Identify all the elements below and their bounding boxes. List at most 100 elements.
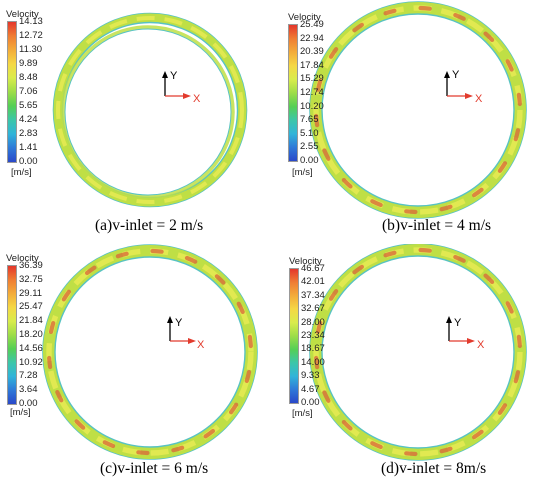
velocity-ring bbox=[309, 1, 527, 219]
velocity-hot-spot bbox=[516, 334, 522, 349]
colorbar-tick-label: 2.83 bbox=[19, 128, 38, 139]
colorbar-tick-label: 4.67 bbox=[301, 383, 320, 395]
velocity-hot-spot bbox=[228, 402, 239, 415]
ring-secondary-edge bbox=[64, 28, 232, 196]
velocity-hot-spot bbox=[322, 390, 331, 403]
x-arrowhead-icon bbox=[465, 93, 473, 99]
colorbar-tick-label: 46.67 bbox=[301, 263, 325, 274]
velocity-hot-spot bbox=[483, 273, 495, 285]
y-arrowhead-icon bbox=[444, 71, 450, 78]
velocity-hot-spot bbox=[55, 389, 64, 403]
ring-core bbox=[313, 5, 523, 215]
colorbar bbox=[288, 24, 298, 162]
colorbar-tick-label: 18.67 bbox=[301, 343, 325, 355]
velocity-hot-spot bbox=[247, 334, 253, 349]
colorbar-title: Velocity bbox=[6, 9, 39, 20]
velocity-hot-spot bbox=[516, 92, 522, 107]
velocity-hot-spot bbox=[472, 187, 484, 198]
velocity-hot-spot bbox=[314, 113, 320, 128]
colorbar-tick-label: 37.34 bbox=[301, 289, 325, 301]
velocity-hot-spot bbox=[472, 429, 484, 440]
ring-core bbox=[313, 247, 523, 457]
velocity-hot-spot bbox=[150, 248, 164, 254]
velocity-hot-spot bbox=[497, 161, 508, 173]
velocity-hot-spot bbox=[341, 419, 353, 431]
y-axis-label: Y bbox=[170, 70, 178, 82]
colorbar-tick-label: 1.41 bbox=[19, 142, 38, 153]
colorbar-unit: [m/s] bbox=[11, 167, 32, 178]
velocity-hot-spot bbox=[214, 274, 226, 285]
x-axis-label: X bbox=[197, 339, 205, 351]
velocity-hot-spot bbox=[418, 5, 432, 11]
velocity-hot-spot bbox=[439, 446, 453, 454]
colorbar-title: Velocity bbox=[289, 256, 322, 267]
colorbar-unit: [m/s] bbox=[292, 167, 313, 178]
colorbar-tick-label: 4.24 bbox=[19, 114, 38, 125]
velocity-hot-spot bbox=[102, 440, 116, 449]
velocity-ring bbox=[52, 12, 248, 208]
velocity-hot-spot bbox=[513, 128, 521, 142]
velocity-ring bbox=[309, 244, 527, 461]
x-axis-label: X bbox=[477, 339, 485, 351]
velocity-hot-spot bbox=[439, 204, 453, 212]
colorbar-title: Velocity bbox=[6, 253, 39, 264]
velocity-hot-spot bbox=[236, 301, 245, 315]
y-arrowhead-icon bbox=[167, 316, 173, 323]
velocity-hot-spot bbox=[453, 12, 466, 21]
colorbar-tick-label: 32.67 bbox=[301, 303, 325, 315]
x-arrowhead-icon bbox=[188, 338, 196, 344]
colorbar-tick-label: 10.20 bbox=[300, 100, 324, 112]
colorbar bbox=[289, 268, 299, 404]
velocity-hot-spot bbox=[383, 250, 397, 258]
colorbar bbox=[7, 21, 17, 163]
colorbar-tick-label: 42.01 bbox=[301, 276, 325, 288]
velocity-hot-spot bbox=[244, 369, 252, 383]
velocity-hot-spot bbox=[341, 177, 353, 189]
velocity-hot-spot bbox=[418, 247, 432, 253]
colorbar-tick-label: 0.00 bbox=[19, 398, 38, 409]
ring-core bbox=[55, 15, 245, 205]
colorbar-tick-label: 14.00 bbox=[301, 356, 325, 368]
y-axis-label: Y bbox=[175, 317, 183, 329]
colorbar-unit: [m/s] bbox=[10, 407, 31, 418]
velocity-hot-spot bbox=[48, 321, 56, 335]
ring-inner-edge bbox=[54, 256, 246, 448]
colorbar-tick-label: 29.11 bbox=[19, 287, 43, 299]
velocity-hot-spot bbox=[352, 264, 364, 275]
colorbar-tick-label: 2.55 bbox=[300, 141, 319, 153]
caption-a: (a)v-inlet = 2 m/s bbox=[95, 217, 204, 234]
velocity-hot-spot bbox=[328, 47, 339, 59]
velocity-hot-spot bbox=[453, 254, 466, 263]
y-axis-label: Y bbox=[454, 317, 462, 329]
x-axis-label: X bbox=[193, 93, 201, 105]
colorbar-title: Velocity bbox=[288, 12, 321, 23]
velocity-hot-spot bbox=[171, 445, 185, 453]
caption-d: (d)v-inlet = 8m/s bbox=[381, 460, 487, 477]
colorbar-tick-label: 12.72 bbox=[19, 30, 43, 41]
colorbar-tick-label: 7.28 bbox=[19, 370, 38, 382]
velocity-hot-spot bbox=[136, 450, 150, 456]
y-arrowhead-icon bbox=[446, 316, 452, 323]
x-arrowhead-icon bbox=[183, 93, 191, 99]
velocity-hot-spot bbox=[47, 355, 53, 370]
velocity-hot-spot bbox=[184, 255, 198, 264]
colorbar-tick-label: 18.20 bbox=[19, 329, 43, 340]
colorbar-tick-label: 20.39 bbox=[300, 46, 324, 58]
panel-a: Velocity [m/s] Y X (a)v-inlet = 2 m/s 14… bbox=[0, 0, 275, 243]
velocity-hot-spot bbox=[322, 148, 331, 161]
colorbar-unit: [m/s] bbox=[292, 408, 313, 419]
y-axis-label: Y bbox=[452, 69, 460, 81]
colorbar-tick-label: 0.00 bbox=[300, 155, 319, 166]
ring-inner-edge bbox=[321, 13, 515, 207]
velocity-hot-spot bbox=[370, 441, 383, 450]
colorbar-tick-label: 3.64 bbox=[19, 384, 38, 396]
velocity-hot-spot bbox=[314, 355, 320, 370]
velocity-hot-spot bbox=[513, 370, 521, 384]
velocity-hot-spot bbox=[352, 22, 364, 33]
colorbar-tick-label: 12.74 bbox=[300, 87, 324, 98]
colorbar-tick-label: 14.56 bbox=[19, 342, 43, 354]
colorbar-tick-label: 7.65 bbox=[300, 114, 319, 126]
ring-inner-edge bbox=[321, 255, 515, 449]
colorbar-tick-label: 23.34 bbox=[301, 330, 325, 341]
colorbar-tick-label: 9.89 bbox=[19, 58, 38, 69]
